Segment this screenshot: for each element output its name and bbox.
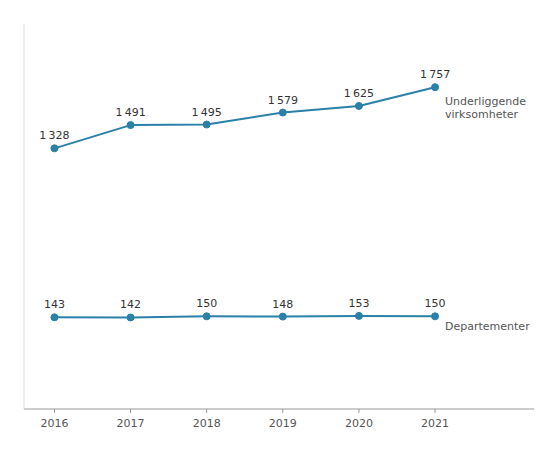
- series-marker: [432, 84, 439, 91]
- x-tick-label: 2016: [40, 417, 68, 430]
- x-tick-label: 2019: [269, 417, 297, 430]
- axes: 2016 2017 2018 2019 2020 2021: [24, 24, 534, 430]
- data-label: 143: [44, 298, 65, 311]
- labels: 1 328 1 491 1 495 1 579 1 625 1 757 Underligge…: [39, 68, 530, 333]
- series-marker: [127, 314, 134, 321]
- data-label: 1 491: [115, 106, 145, 119]
- data-label: 148: [272, 298, 293, 311]
- data-label: 1 625: [344, 87, 374, 100]
- x-tick: [130, 409, 131, 413]
- series-line: [54, 87, 435, 148]
- data-label: 142: [120, 298, 141, 311]
- data-label: 1 495: [192, 106, 222, 119]
- series-marker: [432, 313, 439, 320]
- x-tick: [435, 409, 436, 413]
- data-label: 153: [348, 297, 369, 310]
- x-tick: [282, 409, 283, 413]
- series-label-line: Departementer: [445, 320, 530, 333]
- x-tick: [54, 409, 55, 413]
- x-axis-line: [24, 409, 534, 410]
- x-tick-label: 2018: [193, 417, 221, 430]
- y-axis-line: [24, 24, 25, 409]
- series-marker: [203, 121, 210, 128]
- page: {"chart_data": {"type": "line", "x": [20…: [0, 0, 548, 449]
- series-marker: [51, 145, 58, 152]
- data-label: 1 579: [268, 94, 298, 107]
- series-marker: [355, 102, 362, 109]
- series-marker: [51, 314, 58, 321]
- series-label: Underliggendevirksomheter: [445, 95, 526, 121]
- data-label: 1 328: [39, 129, 69, 142]
- x-tick-label: 2021: [421, 417, 449, 430]
- series-label: Departementer: [445, 320, 530, 333]
- series-line: [54, 316, 435, 318]
- x-tick-label: 2017: [117, 417, 145, 430]
- series-marker: [127, 122, 134, 129]
- series-label-line: virksomheter: [445, 108, 518, 121]
- series-marker: [203, 313, 210, 320]
- series-marker: [279, 109, 286, 116]
- data-label: 1 757: [420, 68, 450, 81]
- data-label: 150: [196, 297, 217, 310]
- chart: 2016201720182019202020211 3281 4911 4951…: [0, 0, 548, 449]
- chart-container: 2016201720182019202020211 3281 4911 4951…: [0, 0, 548, 449]
- series-label-line: Underliggende: [445, 95, 526, 108]
- x-tick-label: 2020: [345, 417, 373, 430]
- series-marker: [355, 312, 362, 319]
- x-tick: [358, 409, 359, 413]
- data-label: 150: [425, 297, 446, 310]
- plot-area: [51, 84, 439, 321]
- x-tick: [206, 409, 207, 413]
- series-marker: [279, 313, 286, 320]
